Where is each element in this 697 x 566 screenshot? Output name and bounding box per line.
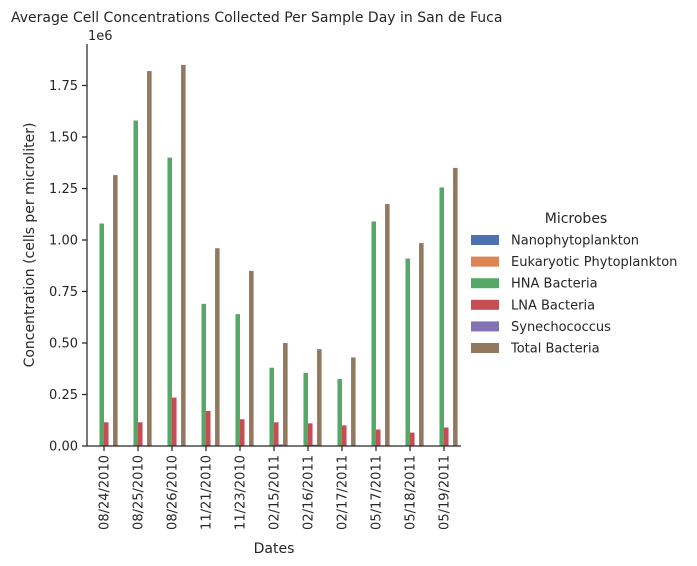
- bar: [249, 270, 254, 446]
- bar: [337, 379, 342, 446]
- bar: [147, 71, 152, 446]
- y-tick-label: 1.75: [49, 79, 78, 94]
- bar: [138, 422, 143, 446]
- x-tick-label: 05/19/2011: [438, 455, 453, 530]
- x-tick-label: 02/15/2011: [268, 455, 283, 530]
- bar: [405, 258, 410, 446]
- x-axis-label: Dates: [254, 541, 295, 557]
- bar: [308, 423, 313, 446]
- x-tick-label: 11/21/2010: [200, 455, 215, 530]
- bar: [283, 343, 288, 446]
- x-axis-ticks: 08/24/2010 08/25/2010 08/26/2010 11/21/2010…: [98, 446, 453, 530]
- y-tick-label: 0.00: [49, 440, 78, 455]
- bar: [240, 419, 245, 446]
- bar: [172, 397, 177, 446]
- bar: [269, 367, 274, 446]
- x-tick-label: 02/17/2011: [336, 455, 351, 530]
- bar: [444, 427, 449, 446]
- x-tick-label: 08/24/2010: [98, 455, 113, 530]
- y-tick-label: 1.25: [49, 182, 78, 197]
- bar: [419, 243, 424, 446]
- legend-label: Synechococcus: [511, 320, 611, 335]
- y-axis-label: Concentration (cells per microliter): [22, 123, 38, 368]
- x-tick-label: 08/26/2010: [166, 455, 181, 530]
- bar: [317, 349, 322, 446]
- y-exponent-label: 1e6: [88, 29, 113, 44]
- bar: [453, 167, 458, 446]
- legend-swatch: [471, 343, 499, 353]
- legend-swatch: [471, 278, 499, 289]
- bar: [215, 248, 220, 446]
- y-tick-label: 0.75: [49, 285, 78, 300]
- legend-title: Microbes: [545, 211, 607, 227]
- bar: [376, 429, 381, 446]
- legend-label: Nanophytoplankton: [511, 234, 639, 249]
- bar: [206, 410, 211, 446]
- bar: [342, 425, 347, 446]
- legend-swatch: [471, 299, 499, 310]
- x-tick-label: 11/23/2010: [234, 455, 249, 530]
- bar: [439, 187, 444, 446]
- legend-label: HNA Bacteria: [511, 277, 598, 292]
- bar: [99, 223, 104, 446]
- x-tick-label: 05/18/2011: [404, 455, 419, 530]
- bars-group: [90, 64, 458, 447]
- legend-label: LNA Bacteria: [511, 298, 595, 313]
- y-tick-label: 0.50: [49, 337, 78, 352]
- bar: [133, 120, 138, 447]
- y-tick-label: 1.50: [49, 131, 78, 146]
- bar: [201, 303, 206, 446]
- bar: [167, 157, 172, 446]
- y-tick-label: 0.25: [49, 388, 78, 403]
- bar: [385, 203, 390, 446]
- chart-title: Average Cell Concentrations Collected Pe…: [11, 10, 502, 26]
- legend-swatch: [471, 235, 499, 245]
- legend-label: Total Bacteria: [510, 342, 600, 357]
- bar: [410, 432, 415, 446]
- y-tick-label: 1.00: [49, 234, 78, 249]
- legend-swatch: [471, 321, 499, 332]
- x-tick-label: 08/25/2010: [132, 455, 147, 530]
- legend-label: Eukaryotic Phytoplankton: [511, 255, 677, 270]
- bar: [278, 444, 284, 446]
- bar: [371, 221, 376, 446]
- x-tick-label: 02/16/2011: [302, 455, 317, 530]
- bar: [274, 422, 279, 446]
- y-axis-ticks: 0.00 0.25 0.50 0.75 1.00 1.25 1.50 1.75: [49, 79, 87, 455]
- legend-swatch: [471, 256, 499, 267]
- bar: [303, 372, 308, 446]
- bar: [104, 422, 109, 446]
- bar: [181, 64, 186, 447]
- x-tick-label: 05/17/2011: [370, 455, 385, 530]
- bar: [235, 314, 240, 446]
- bar: [351, 357, 356, 446]
- bar: [113, 175, 118, 447]
- legend: Microbes Nanophytoplankton Eukaryotic Phy…: [471, 211, 677, 357]
